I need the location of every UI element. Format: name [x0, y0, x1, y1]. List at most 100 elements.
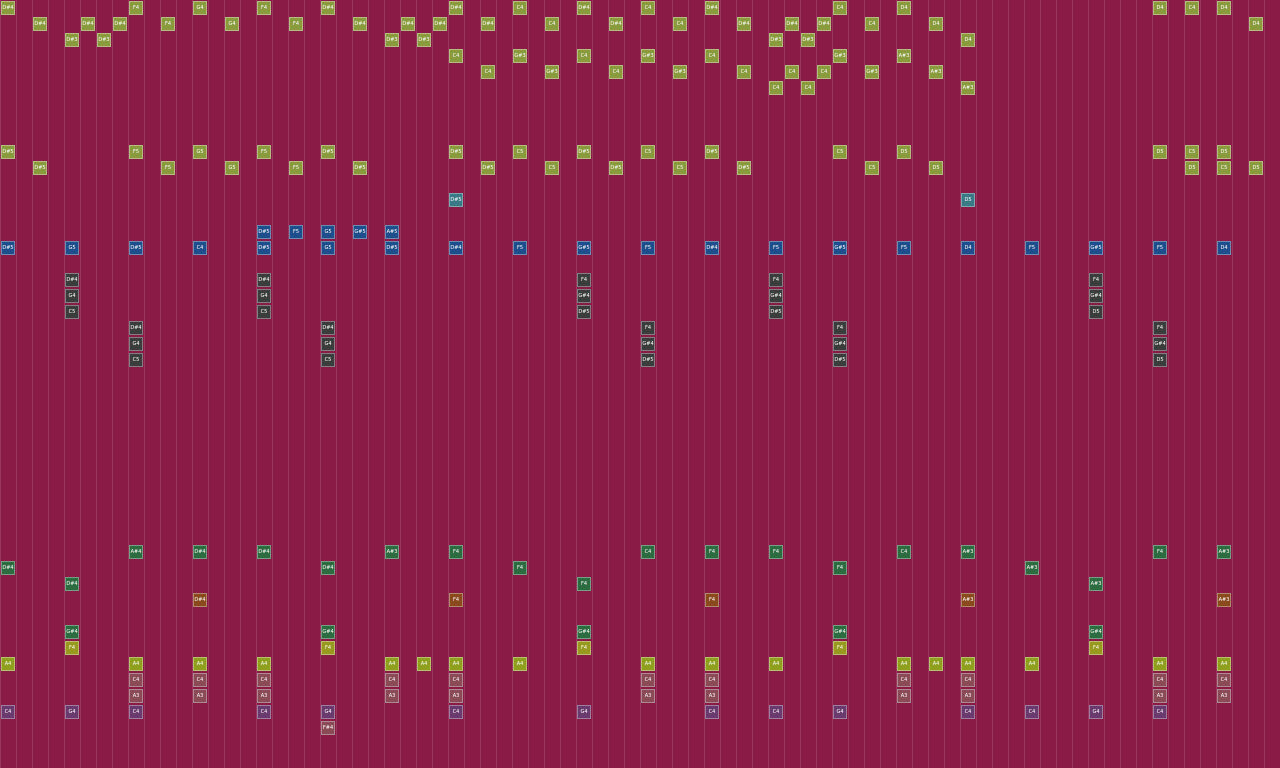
note[interactable]: C4 — [785, 65, 799, 79]
note[interactable]: D4 — [1217, 241, 1231, 255]
note[interactable]: G#4 — [577, 289, 591, 303]
note[interactable]: A#3 — [961, 81, 975, 95]
note[interactable]: F4 — [513, 561, 527, 575]
note[interactable]: C4 — [481, 65, 495, 79]
note[interactable]: D#3 — [97, 33, 111, 47]
note[interactable]: C5 — [1217, 161, 1231, 175]
note[interactable]: D#4 — [1, 561, 15, 575]
note[interactable]: C4 — [129, 705, 143, 719]
note[interactable]: D#4 — [321, 321, 335, 335]
note[interactable]: A3 — [897, 689, 911, 703]
note[interactable]: C4 — [705, 49, 719, 63]
note[interactable]: C4 — [865, 17, 879, 31]
note[interactable]: D5 — [1185, 161, 1199, 175]
note[interactable]: D#3 — [65, 33, 79, 47]
note[interactable]: C4 — [833, 1, 847, 15]
note[interactable]: D4 — [1249, 17, 1263, 31]
note[interactable]: D#4 — [321, 1, 335, 15]
note[interactable]: C4 — [193, 673, 207, 687]
note[interactable]: D#4 — [577, 1, 591, 15]
note[interactable]: G4 — [225, 17, 239, 31]
note[interactable]: A4 — [961, 657, 975, 671]
note[interactable]: C5 — [257, 305, 271, 319]
note[interactable]: F4 — [1089, 641, 1103, 655]
note[interactable]: D#3 — [385, 33, 399, 47]
note[interactable]: A3 — [129, 689, 143, 703]
note[interactable]: D#5 — [1, 241, 15, 255]
note[interactable]: F5 — [1025, 241, 1039, 255]
note[interactable]: D#4 — [401, 17, 415, 31]
note[interactable]: F#4 — [321, 721, 335, 735]
note[interactable]: G5 — [193, 145, 207, 159]
note[interactable]: D#5 — [353, 161, 367, 175]
note[interactable]: A4 — [417, 657, 431, 671]
note[interactable]: C4 — [737, 65, 751, 79]
note[interactable]: D#5 — [609, 161, 623, 175]
note[interactable]: G#5 — [353, 225, 367, 239]
note[interactable]: C5 — [321, 353, 335, 367]
note[interactable]: F5 — [641, 241, 655, 255]
note[interactable]: F5 — [897, 241, 911, 255]
note[interactable]: C4 — [545, 17, 559, 31]
note[interactable]: D#4 — [449, 1, 463, 15]
note[interactable]: F4 — [257, 1, 271, 15]
note[interactable]: D5 — [1153, 145, 1167, 159]
note[interactable]: G5 — [321, 241, 335, 255]
note[interactable]: F4 — [1153, 321, 1167, 335]
note[interactable]: G#4 — [833, 625, 847, 639]
note[interactable]: A#3 — [897, 49, 911, 63]
note[interactable]: G#3 — [673, 65, 687, 79]
note[interactable]: F4 — [161, 17, 175, 31]
note[interactable]: D#5 — [449, 145, 463, 159]
note[interactable]: F4 — [577, 273, 591, 287]
note[interactable]: C5 — [513, 145, 527, 159]
note[interactable]: F5 — [1153, 241, 1167, 255]
note[interactable]: A#3 — [961, 545, 975, 559]
note[interactable]: D#4 — [193, 545, 207, 559]
note[interactable]: F4 — [129, 1, 143, 15]
note[interactable]: F5 — [257, 145, 271, 159]
note[interactable]: G#5 — [1089, 241, 1103, 255]
note[interactable]: A3 — [961, 689, 975, 703]
note[interactable]: G#4 — [641, 337, 655, 351]
note[interactable]: G#4 — [833, 337, 847, 351]
note[interactable]: F5 — [161, 161, 175, 175]
note[interactable]: C4 — [609, 65, 623, 79]
note[interactable]: D#4 — [321, 561, 335, 575]
note[interactable]: D#5 — [385, 241, 399, 255]
note[interactable]: C5 — [129, 353, 143, 367]
note[interactable]: C4 — [897, 673, 911, 687]
note[interactable]: D#4 — [193, 593, 207, 607]
note[interactable]: F4 — [449, 545, 463, 559]
note[interactable]: D#4 — [257, 273, 271, 287]
note[interactable]: A4 — [193, 657, 207, 671]
note[interactable]: D#4 — [705, 241, 719, 255]
note[interactable]: A4 — [1217, 657, 1231, 671]
note[interactable]: G#3 — [545, 65, 559, 79]
note[interactable]: A#3 — [1217, 593, 1231, 607]
note[interactable]: G4 — [321, 705, 335, 719]
note[interactable]: C4 — [1153, 705, 1167, 719]
note[interactable]: D4 — [961, 33, 975, 47]
note[interactable]: C4 — [817, 65, 831, 79]
note[interactable]: D5 — [1089, 305, 1103, 319]
note[interactable]: C4 — [513, 1, 527, 15]
note[interactable]: C4 — [705, 705, 719, 719]
note[interactable]: D#4 — [785, 17, 799, 31]
note[interactable]: F4 — [705, 593, 719, 607]
note[interactable]: F4 — [289, 17, 303, 31]
note[interactable]: G#4 — [769, 289, 783, 303]
note[interactable]: D#5 — [1, 145, 15, 159]
note[interactable]: D5 — [961, 193, 975, 207]
note[interactable]: C4 — [801, 81, 815, 95]
note[interactable]: G#4 — [65, 625, 79, 639]
note[interactable]: G#3 — [641, 49, 655, 63]
note[interactable]: G4 — [65, 705, 79, 719]
note[interactable]: D#5 — [833, 353, 847, 367]
note[interactable]: G5 — [321, 225, 335, 239]
note[interactable]: A4 — [257, 657, 271, 671]
note[interactable]: F4 — [1153, 545, 1167, 559]
note[interactable]: F4 — [833, 641, 847, 655]
note[interactable]: C4 — [1217, 673, 1231, 687]
note[interactable]: A4 — [129, 657, 143, 671]
